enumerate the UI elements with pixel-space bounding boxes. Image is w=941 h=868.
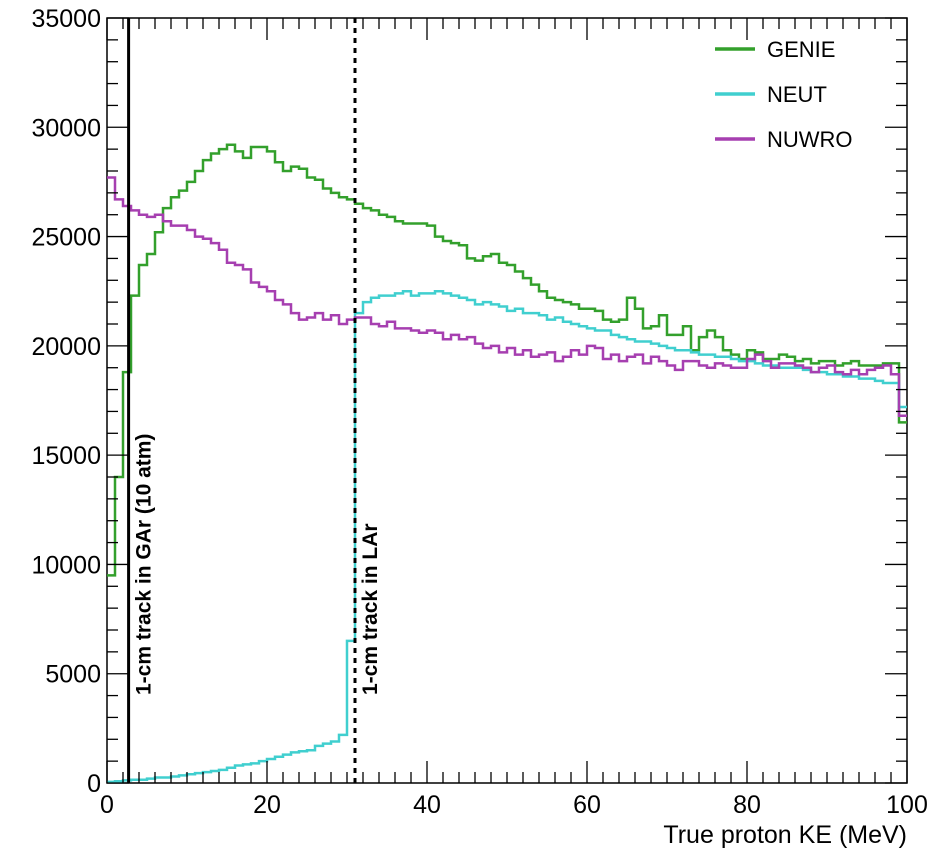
y-tick-label: 20000 [31,333,101,361]
y-tick-label: 25000 [31,224,101,252]
x-tick-label: 0 [100,791,114,819]
tick-label-layer: 0 20 40 60 80 100 0 5000 10000 15000 20000 25000 300… [31,5,927,819]
series-layer [107,143,907,784]
x-tick-label: 60 [573,791,601,819]
legend-label-nuwro: NUWRO [767,127,853,152]
y-tick-label: 30000 [31,114,101,142]
y-tick-label: 5000 [45,661,101,689]
y-tick-label: 15000 [31,442,101,470]
annotation-label-2: 1-cm track in LAr [359,523,382,695]
y-tick-label: 0 [87,770,101,798]
series-line-genie [107,143,907,577]
x-tick-label: 80 [733,791,761,819]
axis-layer [106,17,908,784]
legend-label-neut: NEUT [767,82,827,107]
series-line-neut [107,289,907,784]
series-line-nuwro [107,176,907,418]
x-tick-label: 40 [413,791,441,819]
x-tick-label: 20 [253,791,281,819]
plot-frame [106,17,908,784]
y-tick-label: 10000 [31,551,101,579]
annotation-label-1: 1-cm track in GAr (10 atm) [133,434,156,695]
legend: GENIE NEUT NUWRO [715,37,853,152]
legend-label-genie: GENIE [767,37,835,62]
x-tick-label: 100 [886,791,928,819]
x-axis-title: True proton KE (MeV) [663,821,907,849]
annotation-layer: 1-cm track in GAr (10 atm) 1-cm track in … [127,18,382,783]
y-tick-label: 35000 [31,5,101,33]
